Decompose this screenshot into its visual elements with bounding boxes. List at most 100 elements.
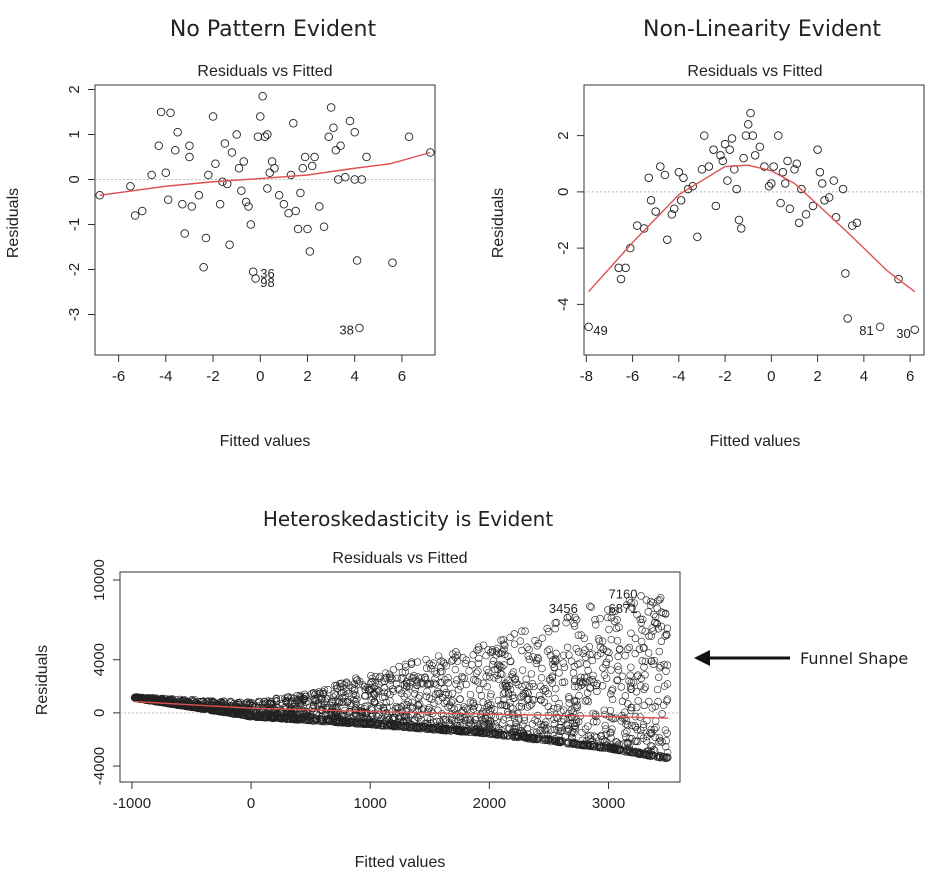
data-point bbox=[667, 210, 677, 219]
lowess-curve bbox=[99, 151, 431, 196]
data-point bbox=[314, 702, 322, 710]
data-point bbox=[291, 206, 300, 216]
data-point bbox=[201, 233, 211, 243]
data-point bbox=[282, 715, 291, 723]
x-axis-label: Fitted values bbox=[710, 433, 801, 450]
data-point bbox=[475, 685, 484, 694]
data-point bbox=[608, 725, 616, 733]
data-point bbox=[358, 719, 367, 728]
data-point bbox=[530, 682, 538, 691]
data-point bbox=[596, 643, 605, 651]
data-point bbox=[364, 686, 373, 694]
data-point bbox=[444, 703, 452, 711]
axis-ticks: -6 -4 -2 0 2 4 6 -3 -2 -1 0 1 2 bbox=[66, 85, 406, 385]
data-point bbox=[642, 596, 651, 604]
y-tick-label: -3 bbox=[66, 308, 83, 321]
data-point bbox=[613, 616, 621, 624]
data-point bbox=[452, 726, 461, 734]
data-point bbox=[303, 716, 311, 724]
data-point bbox=[655, 753, 663, 761]
data-point bbox=[522, 733, 530, 742]
data-point bbox=[400, 712, 409, 721]
data-point bbox=[543, 735, 551, 743]
data-point bbox=[642, 737, 651, 745]
data-point bbox=[407, 723, 416, 732]
data-point bbox=[528, 695, 537, 704]
data-point bbox=[514, 723, 523, 732]
data-point bbox=[302, 707, 310, 715]
data-point bbox=[607, 614, 616, 622]
data-point bbox=[571, 613, 579, 622]
data-point bbox=[208, 112, 218, 121]
data-point bbox=[249, 699, 257, 707]
data-point bbox=[663, 680, 672, 688]
data-point bbox=[815, 167, 825, 177]
data-point bbox=[635, 645, 644, 654]
data-point bbox=[430, 699, 438, 707]
data-point bbox=[769, 162, 778, 171]
data-point bbox=[601, 721, 609, 730]
data-point bbox=[543, 624, 551, 633]
data-point bbox=[627, 703, 636, 712]
data-point bbox=[646, 601, 655, 609]
data-point bbox=[310, 689, 318, 697]
data-point bbox=[386, 676, 395, 684]
data-point bbox=[352, 718, 361, 726]
data-point bbox=[474, 678, 482, 686]
data-point bbox=[296, 698, 304, 706]
data-point bbox=[651, 702, 660, 711]
data-point bbox=[550, 715, 558, 723]
funnel-annotation: Funnel Shape bbox=[694, 649, 908, 668]
data-point bbox=[647, 632, 656, 640]
data-point bbox=[792, 159, 802, 168]
data-point bbox=[627, 598, 635, 607]
data-point bbox=[352, 256, 362, 265]
data-point bbox=[614, 666, 623, 674]
data-point bbox=[402, 682, 411, 690]
data-point bbox=[633, 672, 641, 680]
data-point bbox=[405, 672, 414, 681]
data-point bbox=[572, 644, 580, 653]
data-point bbox=[519, 692, 527, 700]
data-point bbox=[525, 645, 533, 654]
data-point bbox=[445, 726, 453, 734]
data-point bbox=[244, 202, 253, 211]
data-point bbox=[376, 672, 384, 681]
data-point bbox=[607, 666, 615, 674]
data-point bbox=[525, 655, 534, 664]
data-point bbox=[662, 742, 670, 751]
data-point bbox=[345, 116, 355, 126]
point-label: 38 bbox=[339, 322, 353, 337]
data-point bbox=[325, 715, 333, 723]
data-point bbox=[589, 718, 598, 726]
data-point bbox=[592, 621, 600, 629]
data-point bbox=[519, 732, 528, 741]
data-point bbox=[607, 690, 615, 698]
data-point bbox=[347, 699, 355, 708]
data-point bbox=[284, 208, 293, 218]
data-point bbox=[452, 711, 460, 719]
data-point bbox=[647, 730, 655, 738]
data-point bbox=[326, 716, 335, 725]
data-point bbox=[488, 722, 497, 730]
data-point bbox=[472, 669, 481, 677]
panel-no-pattern: No Pattern Evident Residuals vs Fitted R… bbox=[5, 17, 436, 450]
data-point bbox=[450, 705, 459, 713]
data-point bbox=[240, 711, 248, 719]
x-tick-label: -2 bbox=[206, 368, 219, 385]
data-point bbox=[373, 721, 381, 730]
data-point bbox=[265, 168, 274, 177]
data-point bbox=[533, 642, 541, 650]
data-point bbox=[238, 708, 246, 717]
data-point bbox=[227, 148, 237, 157]
data-point bbox=[581, 653, 590, 661]
data-point bbox=[319, 222, 329, 231]
data-point bbox=[650, 656, 659, 665]
data-point bbox=[161, 168, 171, 177]
data-point bbox=[693, 232, 702, 242]
data-point bbox=[426, 716, 434, 724]
data-point bbox=[651, 207, 660, 216]
data-point bbox=[607, 734, 615, 742]
data-point bbox=[447, 704, 455, 712]
data-point bbox=[630, 599, 638, 607]
